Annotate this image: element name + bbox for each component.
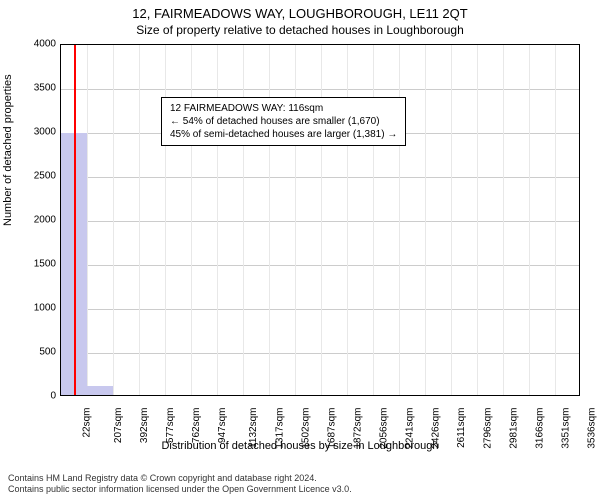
gridline-v xyxy=(113,45,114,395)
footer-line-2: Contains public sector information licen… xyxy=(8,484,352,496)
ytick-label: 4000 xyxy=(16,39,56,50)
gridline-v xyxy=(529,45,530,395)
ytick-label: 500 xyxy=(16,347,56,358)
chart-plot-area: 12 FAIRMEADOWS WAY: 116sqm ← 54% of deta… xyxy=(60,44,580,396)
gridline-v xyxy=(139,45,140,395)
gridline-v xyxy=(503,45,504,395)
y-axis-label: Number of detached properties xyxy=(2,74,14,226)
info-line-1: 12 FAIRMEADOWS WAY: 116sqm xyxy=(170,102,397,115)
ytick-label: 1000 xyxy=(16,303,56,314)
footer-attribution: Contains HM Land Registry data © Crown c… xyxy=(8,473,352,496)
histogram-bar xyxy=(87,386,113,395)
chart-container: 12, FAIRMEADOWS WAY, LOUGHBOROUGH, LE11 … xyxy=(0,0,600,500)
ytick-label: 0 xyxy=(16,391,56,402)
xtick-label: 22sqm xyxy=(82,408,93,438)
xtick-label: 392sqm xyxy=(139,408,150,444)
gridline-v xyxy=(477,45,478,395)
ytick-label: 3000 xyxy=(16,127,56,138)
info-line-3: 45% of semi-detached houses are larger (… xyxy=(170,128,397,141)
gridline-v xyxy=(451,45,452,395)
page-subtitle: Size of property relative to detached ho… xyxy=(0,21,600,41)
gridline-v xyxy=(87,45,88,395)
ytick-label: 2000 xyxy=(16,215,56,226)
x-axis-label: Distribution of detached houses by size … xyxy=(0,440,600,452)
info-box: 12 FAIRMEADOWS WAY: 116sqm ← 54% of deta… xyxy=(161,97,406,146)
ytick-label: 1500 xyxy=(16,259,56,270)
page-title: 12, FAIRMEADOWS WAY, LOUGHBOROUGH, LE11 … xyxy=(0,0,600,21)
gridline-v xyxy=(425,45,426,395)
info-line-2: ← 54% of detached houses are smaller (1,… xyxy=(170,115,397,128)
highlight-marker xyxy=(74,45,76,395)
xtick-label: 577sqm xyxy=(165,408,176,444)
xtick-label: 947sqm xyxy=(217,408,228,444)
ytick-label: 2500 xyxy=(16,171,56,182)
gridline-v xyxy=(555,45,556,395)
ytick-label: 3500 xyxy=(16,83,56,94)
xtick-label: 207sqm xyxy=(113,408,124,444)
xtick-label: 762sqm xyxy=(191,408,202,444)
footer-line-1: Contains HM Land Registry data © Crown c… xyxy=(8,473,352,485)
